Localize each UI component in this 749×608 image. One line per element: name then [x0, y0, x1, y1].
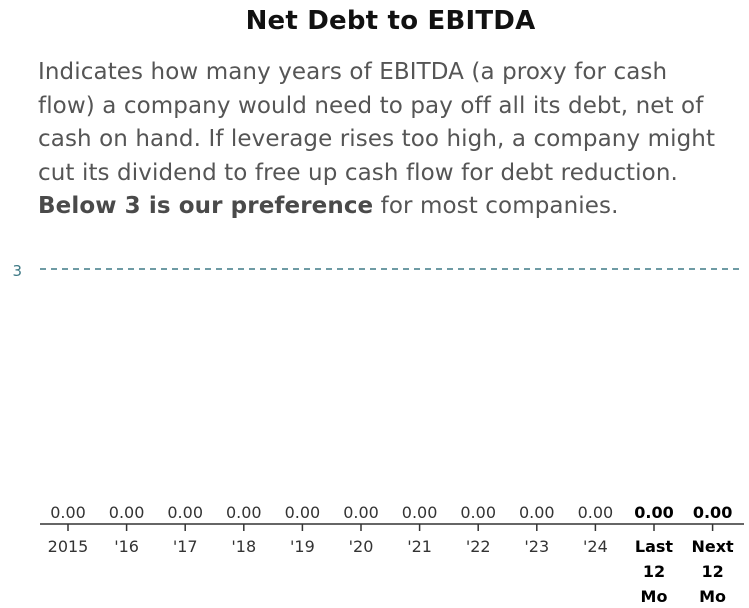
value-label: 0.00 [343, 503, 379, 522]
x-tick-label: '23 [524, 537, 549, 556]
x-tick-label: '17 [173, 537, 198, 556]
reference-line-label: 3 [12, 262, 22, 280]
x-tick-label: Next [691, 537, 734, 556]
x-tick-label: 12 [643, 562, 665, 581]
value-label: 0.00 [519, 503, 555, 522]
x-tick-label: 2015 [48, 537, 89, 556]
x-tick-label: '22 [466, 537, 491, 556]
x-axis [40, 523, 744, 531]
value-labels-group: 0.00 0.00 0.00 0.00 0.00 0.00 0.00 0.00 0.00 0.00… [50, 503, 732, 522]
x-tick-label: '21 [407, 537, 432, 556]
value-label: 0.00 [285, 503, 321, 522]
x-tick-labels-group: 2015 '16 '17 '18 '19 '20 '21 '22 '23 '24 Last 12 Mo N… [48, 537, 734, 606]
x-tick-label: 12 [701, 562, 723, 581]
x-tick-label: '19 [290, 537, 315, 556]
value-label: 0.00 [109, 503, 145, 522]
value-label: 0.00 [460, 503, 496, 522]
x-tick-label: '24 [583, 537, 608, 556]
x-tick-label: '18 [231, 537, 256, 556]
value-label: 0.00 [402, 503, 438, 522]
description-bold-text: Below 3 is our preference [38, 193, 374, 219]
value-label: 0.00 [167, 503, 203, 522]
value-label: 0.00 [578, 503, 614, 522]
chart-title: Net Debt to EBITDA [245, 6, 536, 36]
value-label: 0.00 [50, 503, 86, 522]
description-text: Indicates how many years of EBITDA (a pr… [38, 59, 716, 186]
x-tick-label: Mo [699, 587, 726, 606]
value-label: 0.00 [226, 503, 262, 522]
x-tick-label: '16 [114, 537, 139, 556]
value-label: 0.00 [634, 503, 673, 522]
value-label: 0.00 [693, 503, 732, 522]
x-tick-label: Last [635, 537, 674, 556]
x-tick-label: Mo [641, 587, 668, 606]
x-tick-label: '20 [349, 537, 374, 556]
reference-line-group: 3 [12, 262, 744, 280]
description-tail-text: for most companies. [380, 193, 619, 219]
chart-description: Indicates how many years of EBITDA (a pr… [38, 56, 728, 224]
